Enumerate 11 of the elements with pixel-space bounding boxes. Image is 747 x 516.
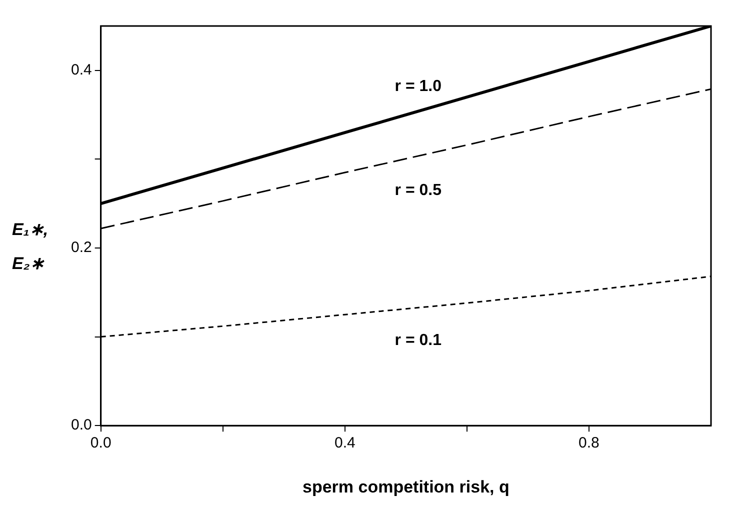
- series-label: r = 0.1: [394, 332, 442, 350]
- x-tick-label: 0.4: [334, 434, 356, 452]
- y-tick-label: 0.0: [70, 416, 92, 434]
- x-tick-label: 0.8: [578, 434, 600, 452]
- x-axis-title: sperm competition risk, q: [302, 477, 510, 496]
- series-label: r = 1.0: [394, 78, 442, 96]
- y-tick-label: 0.2: [70, 239, 92, 256]
- x-tick-label: 0.0: [90, 434, 112, 452]
- series-label: r = 0.5: [394, 182, 442, 200]
- y-tick-label: 0.4: [70, 62, 92, 79]
- y-axis-title: E₁∗, E₂∗: [12, 219, 50, 275]
